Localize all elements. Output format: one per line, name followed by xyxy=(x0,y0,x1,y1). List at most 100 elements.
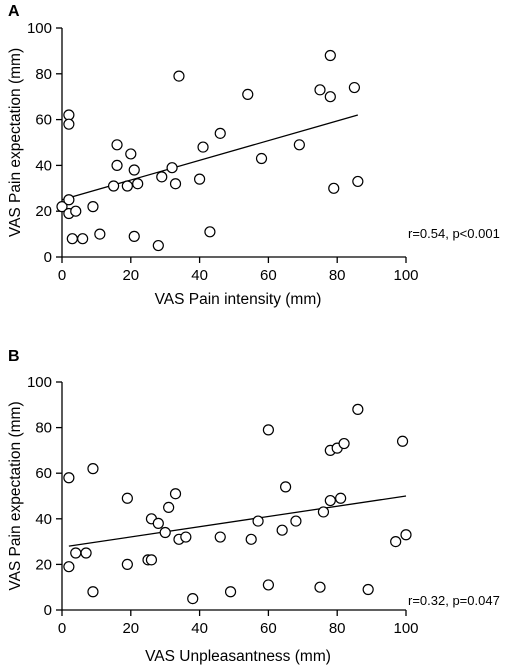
x-tick-label: 0 xyxy=(58,267,66,284)
data-point xyxy=(390,535,402,548)
x-tick-label: 20 xyxy=(122,267,139,284)
x-tick-label: 20 xyxy=(122,620,139,637)
x-tick-label: 80 xyxy=(329,267,346,284)
data-point xyxy=(121,558,133,571)
data-point xyxy=(204,226,216,238)
y-tick-label: 0 xyxy=(44,249,52,266)
data-point xyxy=(317,506,330,518)
data-point xyxy=(107,180,120,192)
data-point xyxy=(145,554,158,566)
y-tick-label: 20 xyxy=(35,203,52,220)
data-point xyxy=(56,201,68,213)
data-point xyxy=(224,586,237,598)
y-tick-label: 20 xyxy=(35,556,52,573)
data-point xyxy=(87,463,99,475)
data-point xyxy=(328,182,340,194)
correlation-annotation: r=0.54, p<0.001 xyxy=(408,226,500,241)
data-point xyxy=(324,91,336,103)
x-tick-label: 80 xyxy=(329,620,346,637)
data-point xyxy=(245,533,257,545)
data-point xyxy=(280,481,292,493)
panel-a: A 0 20 40 60 80 100 0 20 40 60 80 100 VAS Pain intens… xyxy=(7,3,500,308)
data-point xyxy=(197,141,209,153)
data-point xyxy=(128,164,140,176)
x-tick-label: 0 xyxy=(58,620,66,637)
data-point xyxy=(255,152,268,165)
data-point xyxy=(173,70,185,82)
data-point xyxy=(252,515,264,527)
data-point xyxy=(335,492,347,504)
y-tick-label: 100 xyxy=(27,20,52,37)
x-tick-label: 100 xyxy=(393,620,418,637)
panel-label: B xyxy=(8,348,20,365)
data-point xyxy=(352,175,364,188)
correlation-annotation: r=0.32, p=0.047 xyxy=(408,593,500,608)
data-point xyxy=(80,547,92,559)
y-axis-title: VAS Pain expectation (mm) xyxy=(7,401,24,590)
x-tick-label: 40 xyxy=(191,267,208,284)
regression-line xyxy=(68,495,407,547)
y-tick-label: 60 xyxy=(35,112,52,129)
data-point xyxy=(111,139,123,151)
data-point xyxy=(242,88,254,101)
data-point xyxy=(63,472,75,484)
data-point xyxy=(128,230,140,242)
data-point xyxy=(262,579,274,591)
data-point xyxy=(214,531,226,543)
x-axis-title: VAS Pain intensity (mm) xyxy=(155,291,322,308)
data-point xyxy=(352,403,364,415)
data-point xyxy=(169,488,182,500)
data-point xyxy=(77,233,89,245)
data-point xyxy=(70,205,82,217)
panel-b: B 0 20 40 60 80 100 0 20 40 60 80 100 VAS Unpleasantn… xyxy=(7,348,500,665)
data-point xyxy=(338,437,350,450)
data-point xyxy=(314,84,326,96)
y-tick-label: 100 xyxy=(27,374,52,391)
data-point xyxy=(187,592,199,605)
data-point xyxy=(156,171,168,183)
data-point xyxy=(324,494,336,507)
y-tick-label: 0 xyxy=(44,602,52,619)
panel-label: A xyxy=(8,3,20,20)
data-point xyxy=(87,201,99,213)
data-point xyxy=(63,561,75,573)
y-tick-label: 80 xyxy=(35,420,52,437)
data-point xyxy=(132,178,144,190)
y-tick-label: 40 xyxy=(35,157,52,174)
data-point xyxy=(94,228,106,240)
data-point xyxy=(63,109,75,121)
data-point xyxy=(396,435,409,447)
data-point xyxy=(262,424,274,436)
data-point xyxy=(163,501,175,513)
data-point xyxy=(152,239,164,252)
y-tick-label: 40 xyxy=(35,511,52,528)
data-point xyxy=(111,159,123,171)
data-point xyxy=(125,148,137,160)
data-point xyxy=(314,581,326,593)
data-point xyxy=(166,162,178,174)
data-point xyxy=(152,517,164,529)
data-point xyxy=(276,524,288,536)
y-tick-label: 60 xyxy=(35,465,52,482)
x-tick-label: 60 xyxy=(260,267,277,284)
y-axis-title: VAS Pain expectation (mm) xyxy=(7,48,24,237)
data-point xyxy=(63,118,75,130)
data-point xyxy=(324,49,336,62)
data-point xyxy=(214,127,226,139)
data-point xyxy=(400,529,412,541)
data-point xyxy=(63,194,75,206)
data-point xyxy=(121,180,133,192)
data-point xyxy=(66,233,78,245)
data-point xyxy=(169,178,182,190)
x-tick-label: 100 xyxy=(393,267,418,284)
data-point xyxy=(70,547,82,559)
data-point xyxy=(293,139,305,151)
data-point xyxy=(290,515,302,527)
data-point xyxy=(159,526,171,539)
data-point xyxy=(362,583,374,596)
data-point xyxy=(121,492,133,504)
x-tick-label: 40 xyxy=(191,620,208,637)
data-point xyxy=(348,81,360,94)
y-tick-label: 80 xyxy=(35,66,52,83)
